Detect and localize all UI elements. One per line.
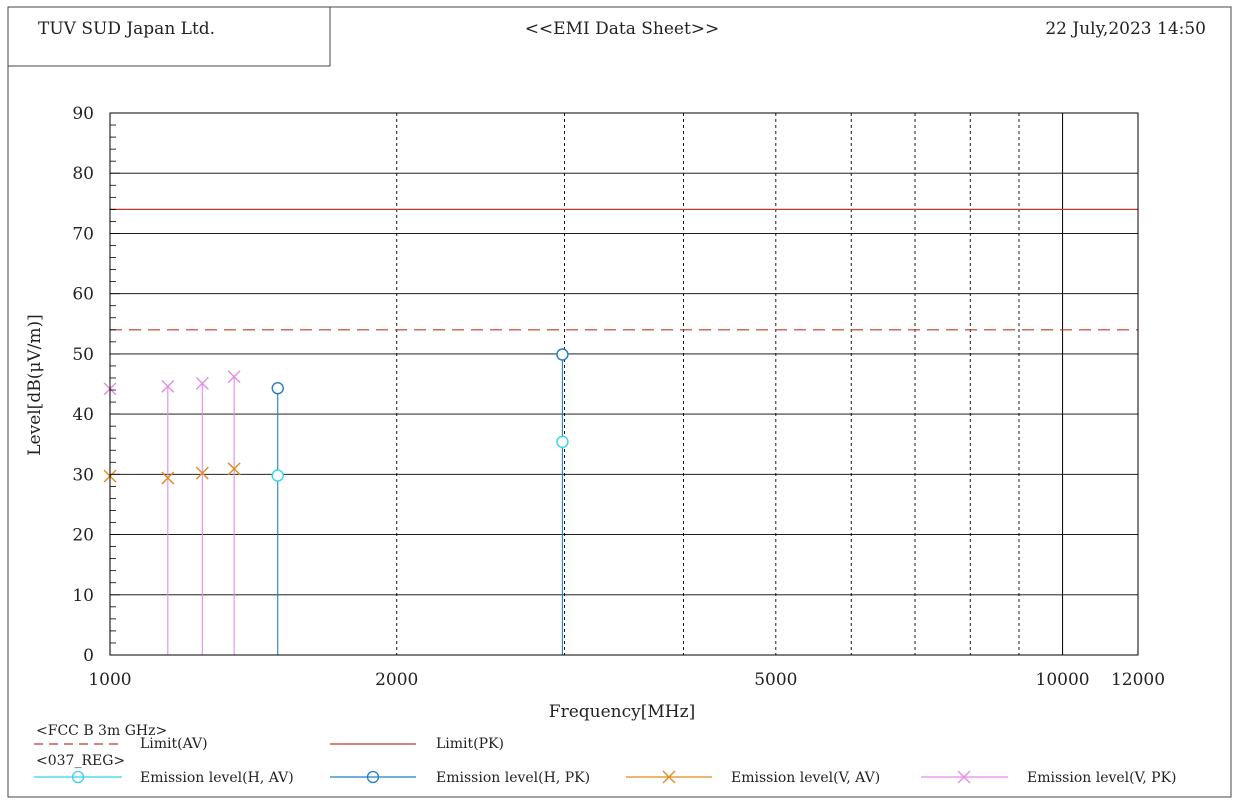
legend-v-av-label: Emission level(V, AV) [731,770,880,786]
y-tick-label: 20 [72,526,94,546]
y-tick-label: 10 [72,586,94,606]
legend-v-pk-label: Emission level(V, PK) [1027,770,1177,786]
sheet-datetime: 22 July,2023 14:50 [1045,19,1206,39]
plot-frame [109,112,1139,656]
legend-h-av-label: Emission level(H, AV) [140,770,294,786]
sheet-border [7,6,1232,798]
plot-grid [110,113,1138,655]
company-box [8,7,331,67]
emission-point-x [161,471,175,485]
emission-series [103,348,569,655]
legend-v-av-marker [662,770,676,784]
emission-point-x [161,379,175,393]
legend-h-av-marker [71,770,85,784]
x-tick-label: 2000 [375,670,418,690]
emission-point-x [227,370,241,384]
emission-point-circle [556,435,569,449]
emission-point-circle [271,469,284,482]
y-tick-label: 90 [72,104,94,124]
legend-h-pk-label: Emission level(H, PK) [436,770,590,786]
y-tick-label: 70 [72,224,94,244]
x-tick-label: 12000 [1111,670,1165,690]
y-tick-label: 40 [72,405,94,425]
legend-standard-title: <FCC B 3m GHz> [36,723,167,739]
legend-limit-pk-label: Limit(PK) [436,736,504,752]
x-tick-label: 5000 [754,670,797,690]
company-name: TUV SUD Japan Ltd. [38,19,215,39]
x-axis-label: Frequency[MHz] [549,702,695,722]
emission-point-x [195,376,209,390]
y-tick-label: 0 [83,646,94,666]
legend-v-pk-marker [957,770,971,784]
sheet-title: <<EMI Data Sheet>> [525,19,720,39]
legend-h-pk-marker [366,770,380,784]
emission-point-circle [556,348,569,361]
x-tick-label: 10000 [1036,670,1090,690]
emission-point-x [195,466,209,480]
emission-point-x [227,462,241,476]
emission-point-circle [271,382,284,395]
y-tick-label: 80 [72,164,94,184]
x-tick-label: 1000 [88,670,131,690]
y-tick-label: 50 [72,345,94,365]
y-tick-label: 60 [72,285,94,305]
y-tick-label: 30 [72,465,94,485]
legend: <FCC B 3m GHz> Limit(AV) Limit(PK) <037_… [34,723,1177,786]
limit-lines [110,208,1138,331]
legend-project-title: <037_REG> [36,753,125,769]
axes: 0 10 20 30 40 50 60 70 80 90 1000 2000 5000 10000 1200… [72,104,1165,690]
legend-limit-av-label: Limit(AV) [140,736,208,752]
y-axis-label: Level[dB(μV/m)] [25,314,45,456]
